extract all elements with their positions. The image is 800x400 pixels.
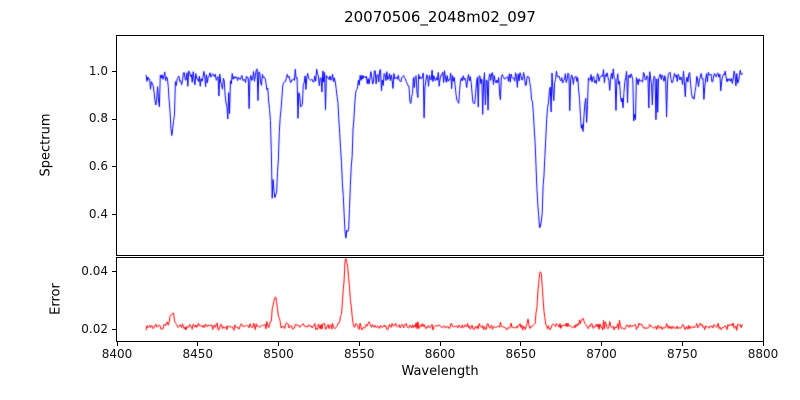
y-tick-label: 0.4 xyxy=(88,206,108,221)
x-tick-mark xyxy=(358,342,360,346)
y-tick-mark xyxy=(112,329,116,331)
y-tick-mark xyxy=(112,271,116,273)
x-tick-mark xyxy=(197,342,199,346)
spectrum-line xyxy=(117,36,763,255)
y-tick-label: 1.0 xyxy=(88,63,108,78)
y-tick-label: 0.6 xyxy=(88,158,108,173)
x-axis-label: Wavelength xyxy=(401,364,479,379)
x-tick-mark xyxy=(681,342,683,346)
x-tick-label: 8800 xyxy=(747,347,779,361)
chart-title: 20070506_2048m02_097 xyxy=(344,8,536,26)
x-tick-label: 8400 xyxy=(101,347,133,361)
x-tick-label: 8450 xyxy=(182,347,214,361)
x-tick-label: 8500 xyxy=(263,347,294,361)
error-line xyxy=(117,258,763,341)
y-tick-mark xyxy=(112,214,116,216)
error-axis-label: Error xyxy=(48,283,64,315)
x-tick-label: 8650 xyxy=(505,347,537,361)
spectrum-axis-label: Spectrum xyxy=(38,113,54,177)
error-panel xyxy=(116,257,764,342)
x-tick-label: 8700 xyxy=(586,347,617,361)
spectrum-panel xyxy=(116,35,764,256)
x-tick-label: 8600 xyxy=(424,347,456,361)
y-tick-label: 0.04 xyxy=(81,263,108,278)
x-tick-mark xyxy=(278,342,279,346)
y-tick-mark xyxy=(112,118,116,120)
x-tick-mark xyxy=(762,342,764,346)
x-tick-mark xyxy=(601,342,602,346)
x-tick-label: 8750 xyxy=(666,347,698,361)
x-tick-label: 8550 xyxy=(343,347,375,361)
x-tick-mark xyxy=(439,342,441,346)
x-tick-mark xyxy=(520,342,522,346)
y-tick-mark xyxy=(112,71,116,73)
y-tick-label: 0.02 xyxy=(81,321,108,336)
y-tick-label: 0.8 xyxy=(88,111,108,126)
x-tick-mark xyxy=(116,342,118,346)
y-tick-mark xyxy=(112,166,116,168)
